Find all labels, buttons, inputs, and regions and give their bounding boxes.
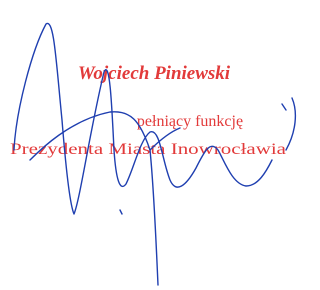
signature-stamp: Wojciech Piniewski pełniący funkcję Prez… bbox=[0, 0, 300, 290]
stamp-name: Wojciech Piniewski bbox=[78, 63, 231, 84]
stamp-role: pełniący funkcję bbox=[137, 113, 243, 130]
